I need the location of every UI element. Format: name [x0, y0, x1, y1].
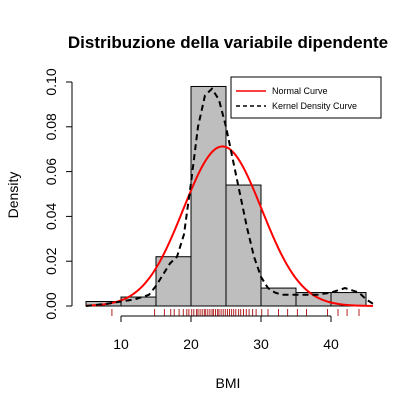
chart-title: Distribuzione della variabile dipendente [68, 33, 388, 52]
y-tick-label-1: 0.02 [43, 247, 59, 274]
x-tick-label-3: 40 [323, 336, 339, 352]
x-axis-label: BMI [216, 375, 241, 391]
y-tick-label-5: 0.10 [43, 68, 59, 95]
legend-normal-label: Normal Curve [272, 86, 328, 96]
legend: Normal Curve Kernel Density Curve [230, 76, 382, 119]
histogram-bar-2 [155, 256, 192, 307]
normal-curve [85, 145, 374, 307]
kde-curve [85, 87, 374, 307]
legend-kde-label: Kernel Density Curve [272, 101, 357, 111]
axes: 10 20 30 40 0.00 0.02 0.04 0.06 0.08 0.10 [43, 68, 339, 352]
x-tick-label-1: 20 [183, 336, 199, 352]
legend-box [230, 76, 382, 119]
histogram-bars [85, 85, 367, 307]
y-tick-label-3: 0.06 [43, 158, 59, 185]
histogram-bar-5 [260, 287, 297, 307]
x-tick-label-0: 10 [113, 336, 129, 352]
y-tick-label-4: 0.08 [43, 113, 59, 140]
histogram-bar-4 [225, 184, 262, 307]
y-axis-label: Density [5, 172, 21, 219]
rug-marks [111, 309, 360, 316]
x-tick-label-2: 30 [253, 336, 269, 352]
y-tick-label-0: 0.00 [43, 292, 59, 319]
histogram-bar-3 [190, 85, 227, 307]
y-tick-label-2: 0.04 [43, 203, 59, 230]
density-curves [85, 87, 374, 307]
